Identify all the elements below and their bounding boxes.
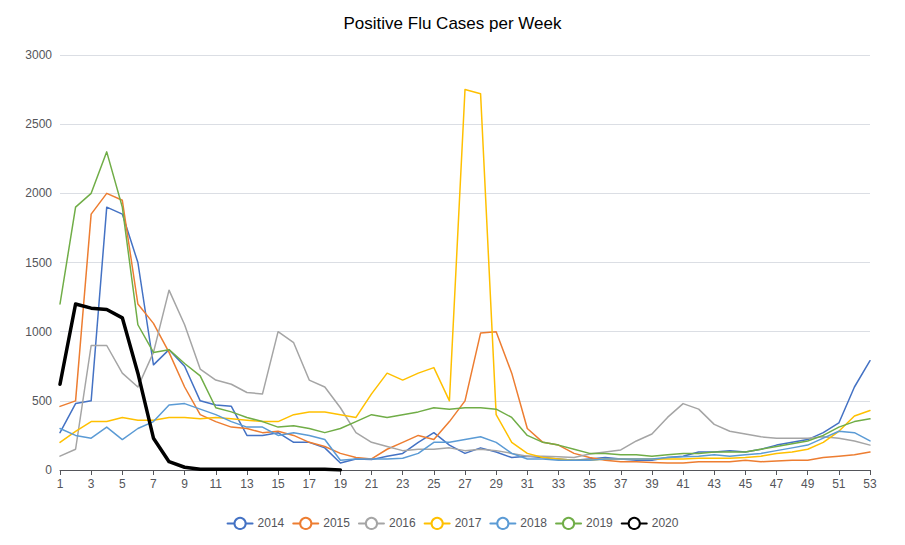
- svg-text:2014: 2014: [258, 516, 285, 530]
- svg-text:47: 47: [770, 477, 784, 491]
- svg-text:1500: 1500: [25, 256, 52, 270]
- svg-text:2500: 2500: [25, 117, 52, 131]
- svg-text:27: 27: [458, 477, 472, 491]
- svg-text:1000: 1000: [25, 325, 52, 339]
- svg-text:13: 13: [240, 477, 254, 491]
- svg-text:3: 3: [88, 477, 95, 491]
- svg-text:2019: 2019: [586, 516, 613, 530]
- svg-text:29: 29: [489, 477, 503, 491]
- svg-text:Positive Flu Cases per Week: Positive Flu Cases per Week: [344, 14, 562, 33]
- svg-text:2015: 2015: [323, 516, 350, 530]
- svg-text:33: 33: [552, 477, 566, 491]
- svg-text:43: 43: [708, 477, 722, 491]
- svg-text:25: 25: [427, 477, 441, 491]
- svg-text:19: 19: [334, 477, 348, 491]
- svg-text:2017: 2017: [455, 516, 482, 530]
- svg-text:41: 41: [676, 477, 690, 491]
- svg-text:51: 51: [832, 477, 846, 491]
- svg-text:7: 7: [150, 477, 157, 491]
- svg-text:35: 35: [583, 477, 597, 491]
- svg-text:45: 45: [739, 477, 753, 491]
- svg-text:11: 11: [210, 477, 223, 491]
- svg-text:39: 39: [645, 477, 659, 491]
- svg-text:49: 49: [801, 477, 815, 491]
- svg-text:23: 23: [396, 477, 410, 491]
- svg-text:53: 53: [863, 477, 877, 491]
- svg-text:500: 500: [32, 394, 52, 408]
- svg-text:17: 17: [303, 477, 317, 491]
- svg-text:31: 31: [521, 477, 535, 491]
- svg-text:2020: 2020: [652, 516, 679, 530]
- svg-text:9: 9: [181, 477, 188, 491]
- svg-text:2000: 2000: [25, 186, 52, 200]
- svg-text:15: 15: [271, 477, 285, 491]
- svg-text:1: 1: [57, 477, 64, 491]
- svg-text:21: 21: [365, 477, 379, 491]
- svg-text:37: 37: [614, 477, 628, 491]
- svg-text:3000: 3000: [25, 48, 52, 62]
- svg-text:2016: 2016: [389, 516, 416, 530]
- svg-text:5: 5: [119, 477, 126, 491]
- svg-text:0: 0: [45, 463, 52, 477]
- svg-text:2018: 2018: [520, 516, 547, 530]
